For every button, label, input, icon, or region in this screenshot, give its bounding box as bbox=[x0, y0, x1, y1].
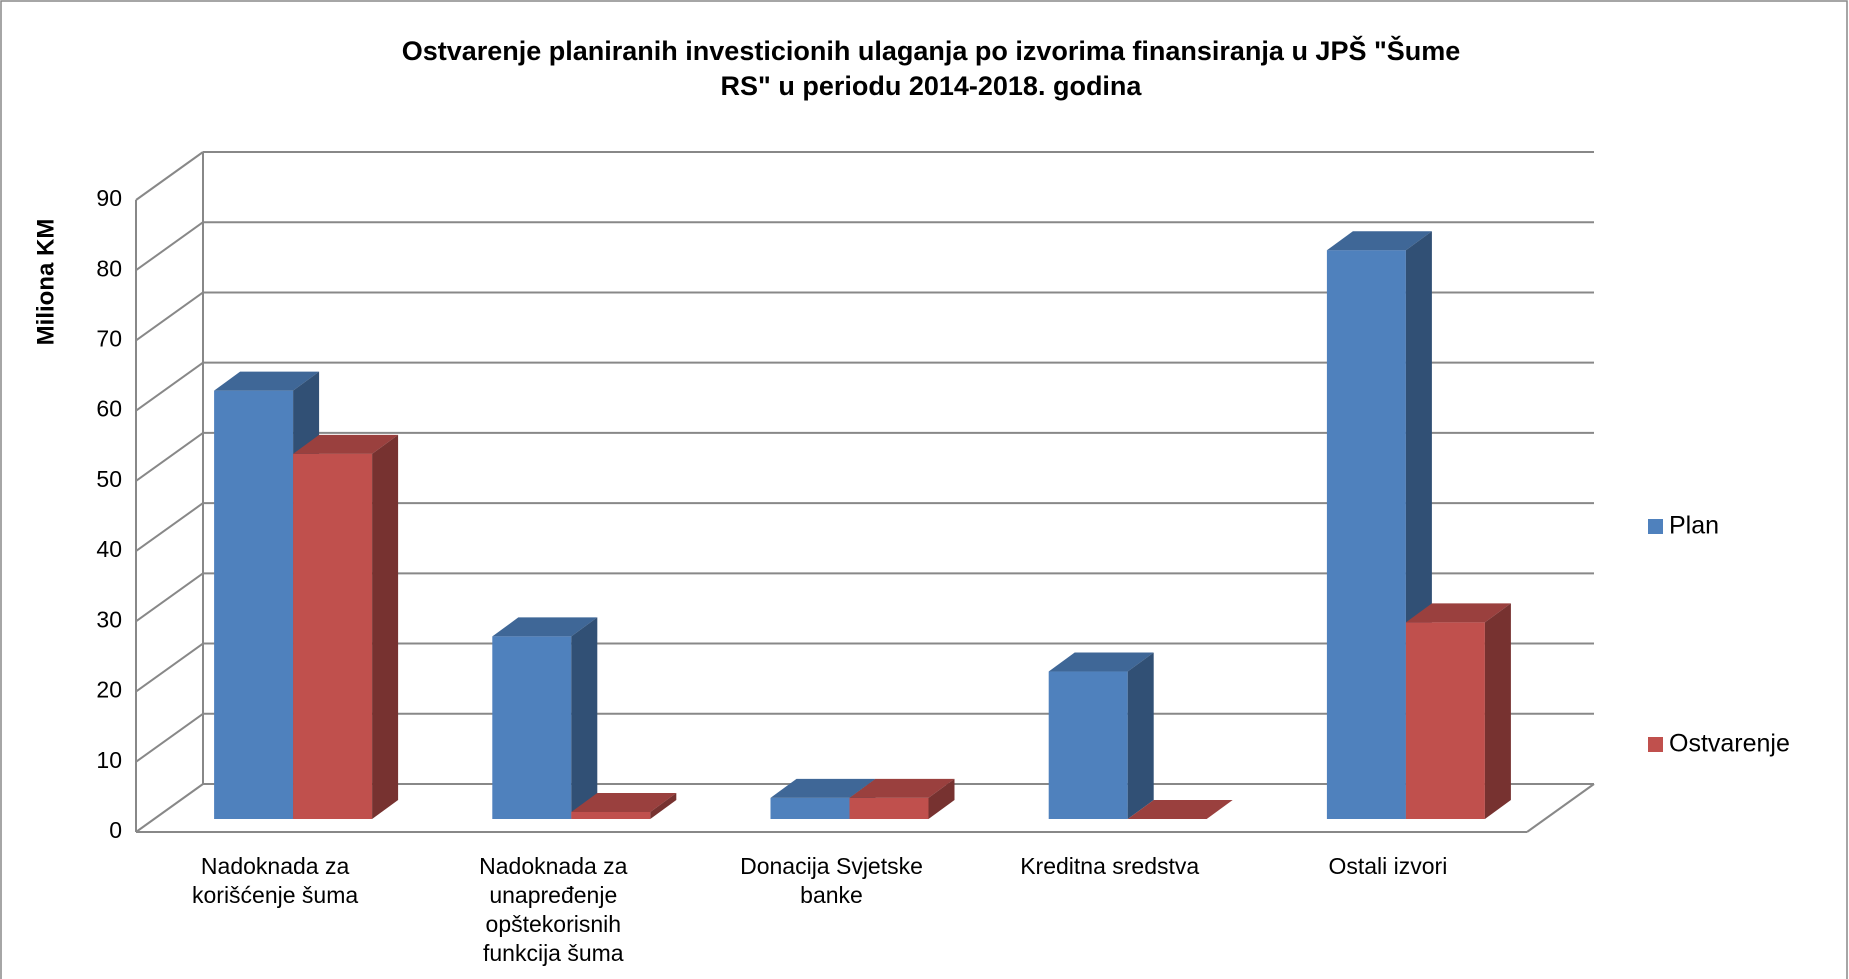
bar-side bbox=[1127, 652, 1154, 819]
bar-top bbox=[1405, 603, 1511, 623]
bar-top bbox=[492, 617, 598, 637]
bar bbox=[293, 453, 373, 819]
bar-top bbox=[293, 434, 399, 454]
y-tick-label: 0 bbox=[109, 817, 122, 843]
bar bbox=[770, 797, 850, 819]
bar-top bbox=[1127, 800, 1233, 819]
y-tick-label: 70 bbox=[96, 326, 122, 352]
bar-top bbox=[849, 778, 955, 798]
grid-line bbox=[135, 642, 204, 693]
grid-line bbox=[135, 502, 204, 552]
bar-side bbox=[650, 792, 677, 819]
y-tick-label: 60 bbox=[96, 396, 122, 422]
x-tick-label: Nadoknada za unapređenje opštekorisnih funk… bbox=[479, 853, 628, 966]
grid-line bbox=[135, 572, 204, 623]
bar-top bbox=[770, 778, 876, 798]
floor-edge bbox=[1526, 783, 1595, 833]
legend-label: Ostvarenje bbox=[1669, 730, 1790, 758]
legend-label: Plan bbox=[1669, 512, 1719, 540]
bar-top bbox=[1326, 231, 1432, 251]
grid-line bbox=[135, 783, 204, 833]
y-tick-label: 10 bbox=[96, 747, 122, 773]
legend-swatch bbox=[1648, 519, 1663, 534]
bar bbox=[214, 390, 294, 819]
bar-top bbox=[214, 371, 320, 391]
bar bbox=[1048, 671, 1128, 819]
grid-line bbox=[135, 151, 204, 201]
x-tick-label: Kreditna sredstva bbox=[1020, 853, 1199, 879]
y-tick-label: 80 bbox=[96, 255, 122, 281]
bar-top bbox=[571, 792, 677, 812]
bar-side bbox=[928, 778, 955, 819]
bar-side bbox=[1484, 603, 1511, 819]
bar bbox=[1326, 250, 1406, 819]
x-tick-label: Ostali izvori bbox=[1328, 853, 1447, 879]
chart-title: Ostvarenje planiranih investicionih ulag… bbox=[402, 35, 1461, 101]
grid-line bbox=[135, 361, 204, 412]
grid-line bbox=[135, 221, 204, 272]
y-tick-label: 40 bbox=[96, 536, 122, 562]
y-axis-label: Miliona KM bbox=[32, 219, 59, 346]
bar-side bbox=[372, 434, 399, 819]
x-tick-label: Donacija Svjetske banke bbox=[740, 853, 923, 908]
bar bbox=[492, 636, 572, 819]
bar bbox=[1405, 622, 1485, 819]
grid-line bbox=[135, 291, 204, 342]
grid-line bbox=[135, 712, 204, 763]
legend-swatch bbox=[1648, 737, 1663, 752]
y-tick-label: 50 bbox=[96, 466, 122, 492]
x-tick-label: Nadoknada za korišćenje šuma bbox=[192, 853, 358, 908]
bar bbox=[849, 797, 929, 819]
bar-top bbox=[1048, 652, 1154, 672]
y-tick-label: 20 bbox=[96, 677, 122, 703]
grid-line bbox=[135, 432, 204, 482]
bar bbox=[571, 811, 651, 819]
bar-side bbox=[571, 617, 598, 819]
y-tick-label: 90 bbox=[96, 185, 122, 211]
y-tick-label: 30 bbox=[96, 606, 122, 632]
